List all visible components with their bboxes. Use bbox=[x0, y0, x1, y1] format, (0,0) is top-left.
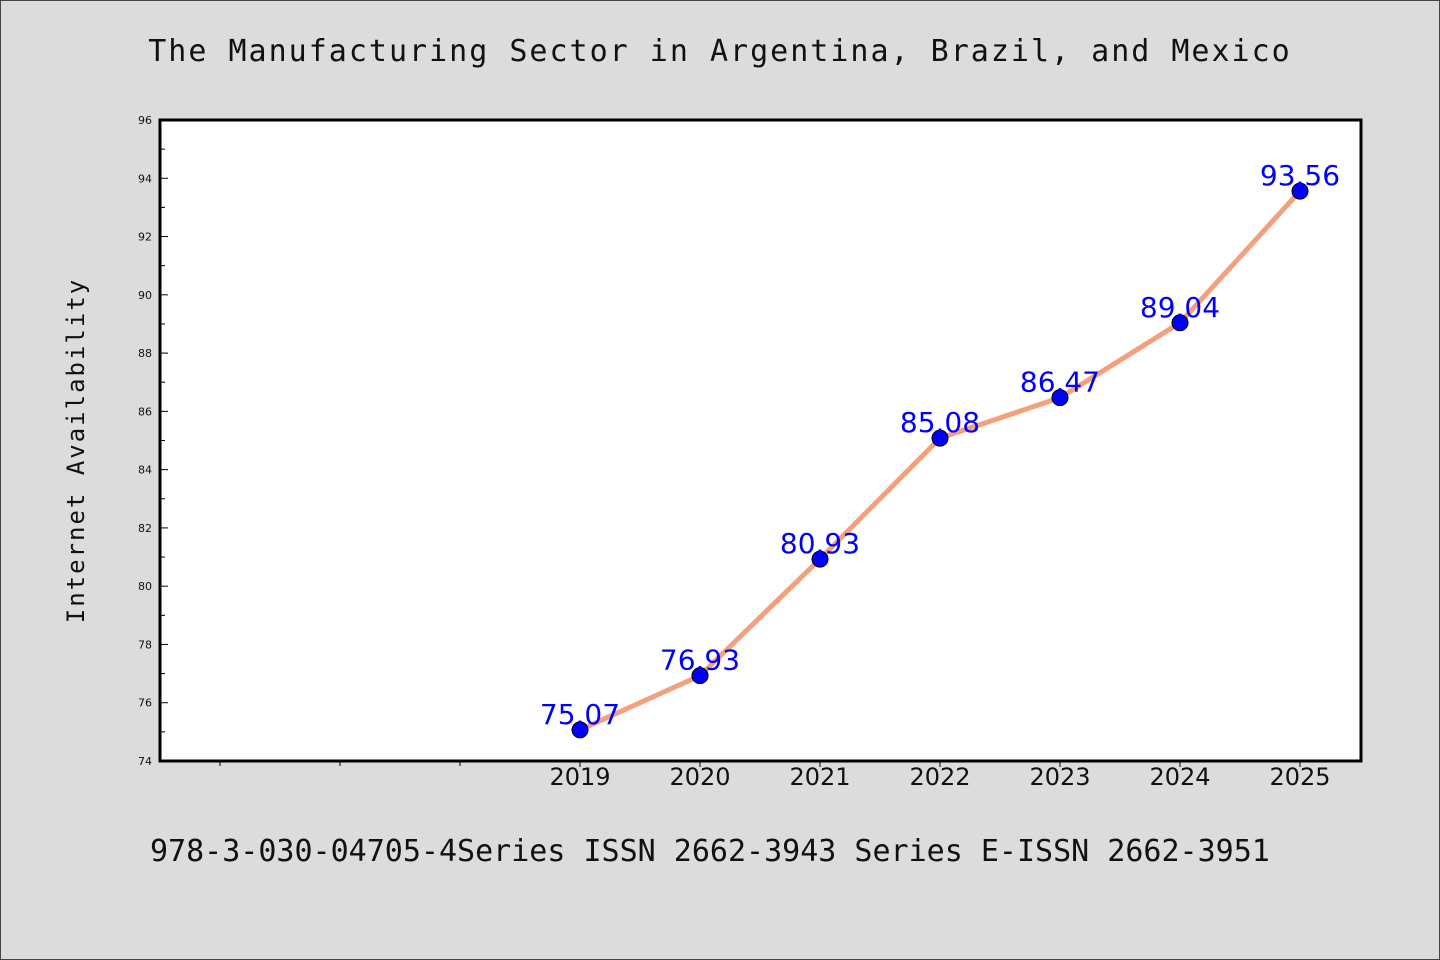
x-tick-label: 2022 bbox=[909, 763, 970, 791]
chart-title: The Manufacturing Sector in Argentina, B… bbox=[148, 34, 1292, 69]
y-tick-label: 92 bbox=[138, 231, 152, 244]
data-point bbox=[811, 550, 829, 568]
y-tick-label: 94 bbox=[138, 172, 152, 185]
x-tick-label: 2023 bbox=[1029, 763, 1090, 791]
x-tick-label: 2025 bbox=[1269, 763, 1330, 791]
y-axis-label: Internet Availability bbox=[62, 278, 90, 623]
x-axis: 2019 2020 2021 2022 2023 2024 2025 bbox=[219, 761, 1331, 791]
x-tick-label: 2020 bbox=[669, 763, 730, 791]
plot-area bbox=[158, 118, 1363, 763]
y-tick-label: 90 bbox=[138, 289, 152, 302]
data-label: 75.07 bbox=[540, 698, 620, 731]
data-label: 93.56 bbox=[1260, 159, 1340, 192]
y-tick-label: 96 bbox=[138, 114, 152, 127]
y-tick-label: 88 bbox=[138, 347, 152, 360]
x-tick-label: 2024 bbox=[1149, 763, 1210, 791]
data-label: 80.93 bbox=[780, 527, 860, 560]
x-tick-label: 2021 bbox=[789, 763, 850, 791]
y-tick-label: 78 bbox=[138, 638, 152, 651]
y-tick-label: 74 bbox=[138, 755, 152, 768]
data-label: 85.08 bbox=[900, 406, 980, 439]
data-label: 86.47 bbox=[1020, 366, 1100, 399]
data-point bbox=[571, 721, 589, 739]
data-point bbox=[1051, 389, 1069, 407]
data-label: 76.93 bbox=[660, 644, 740, 677]
y-axis: 74 76 78 80 82 84 86 88 90 92 94 96 bbox=[138, 114, 168, 768]
data-point bbox=[691, 667, 709, 685]
y-tick-label: 86 bbox=[138, 405, 152, 418]
plot-frame bbox=[158, 118, 1363, 763]
series-layer: 75.07 76.93 80.93 85.08 86.47 89.04 93.56 bbox=[540, 159, 1340, 739]
y-tick-label: 84 bbox=[138, 464, 152, 477]
footer-isbn-issn: 978-3-030-04705-4Series ISSN 2662-3943 S… bbox=[150, 834, 1270, 869]
y-tick-label: 80 bbox=[138, 580, 152, 593]
y-tick-label: 76 bbox=[138, 697, 152, 710]
data-point bbox=[1291, 182, 1309, 200]
y-tick-label: 82 bbox=[138, 522, 152, 535]
x-tick-label: 2019 bbox=[549, 763, 610, 791]
data-point bbox=[931, 429, 949, 447]
data-point bbox=[1171, 314, 1189, 332]
data-label: 89.04 bbox=[1140, 291, 1220, 324]
